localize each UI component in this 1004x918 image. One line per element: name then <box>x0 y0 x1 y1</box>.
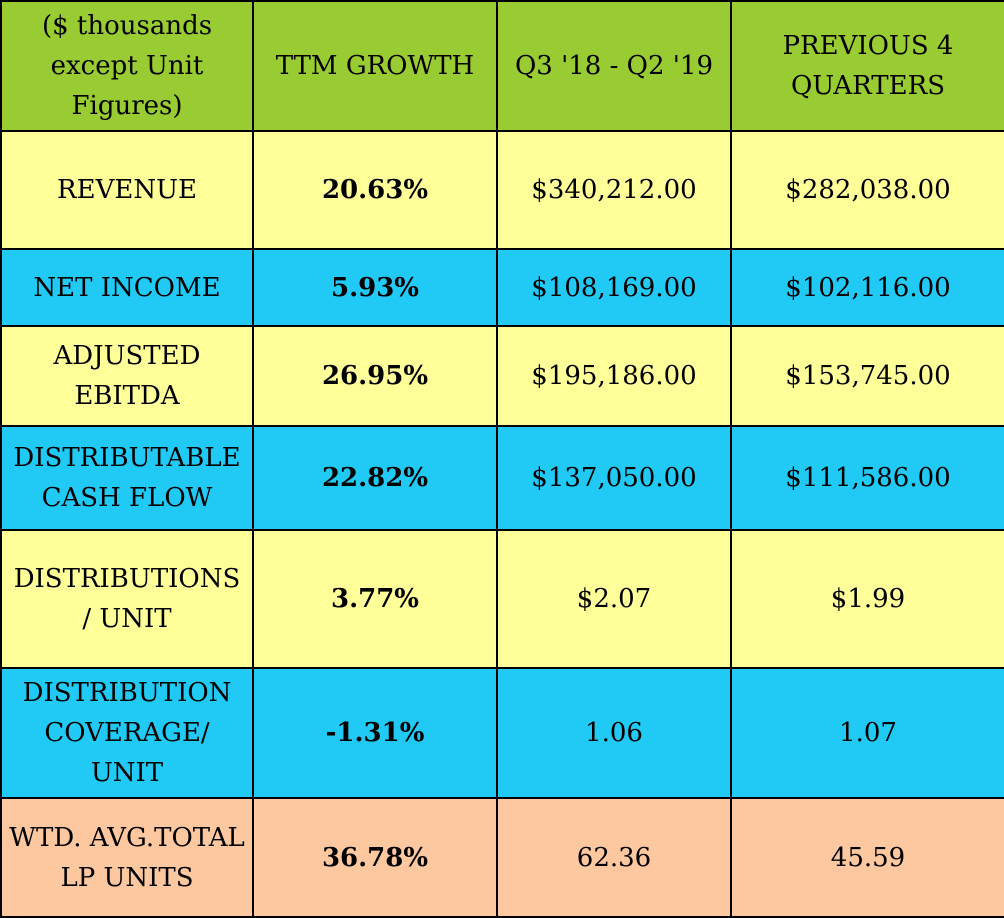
row-label: ADJUSTED EBITDA <box>0 325 254 427</box>
current-value: $2.07 <box>496 529 732 669</box>
growth-value: 5.93% <box>252 248 498 327</box>
current-value: $108,169.00 <box>496 248 732 327</box>
previous-value: $153,745.00 <box>730 325 1004 427</box>
row-label: NET INCOME <box>0 248 254 327</box>
growth-value: 36.78% <box>252 797 498 918</box>
current-value: $137,050.00 <box>496 425 732 531</box>
header-ttm-growth: TTM GROWTH <box>252 0 498 132</box>
table-row: DISTRIBUTABLE CASH FLOW 22.82% $137,050.… <box>0 425 1004 531</box>
previous-value: $102,116.00 <box>730 248 1004 327</box>
table-row: DISTRIBUTIONS / UNIT 3.77% $2.07 $1.99 <box>0 529 1004 669</box>
previous-value: $111,586.00 <box>730 425 1004 531</box>
current-value: $340,212.00 <box>496 130 732 250</box>
table-row: ADJUSTED EBITDA 26.95% $195,186.00 $153,… <box>0 325 1004 427</box>
row-label: DISTRIBUTABLE CASH FLOW <box>0 425 254 531</box>
growth-value: -1.31% <box>252 667 498 799</box>
row-label: DISTRIBUTIONS / UNIT <box>0 529 254 669</box>
header-row: ($ thousands except Unit Figures) TTM GR… <box>0 0 1004 132</box>
row-label: DISTRIBUTION COVERAGE/ UNIT <box>0 667 254 799</box>
previous-value: $282,038.00 <box>730 130 1004 250</box>
table-row: NET INCOME 5.93% $108,169.00 $102,116.00 <box>0 248 1004 327</box>
header-units-note: ($ thousands except Unit Figures) <box>0 0 254 132</box>
previous-value: $1.99 <box>730 529 1004 669</box>
row-label: WTD. AVG.TOTAL LP UNITS <box>0 797 254 918</box>
previous-value: 1.07 <box>730 667 1004 799</box>
row-label: REVENUE <box>0 130 254 250</box>
growth-value: 3.77% <box>252 529 498 669</box>
growth-value: 22.82% <box>252 425 498 531</box>
growth-value: 20.63% <box>252 130 498 250</box>
current-value: 62.36 <box>496 797 732 918</box>
table-row: DISTRIBUTION COVERAGE/ UNIT -1.31% 1.06 … <box>0 667 1004 799</box>
header-previous-period: PREVIOUS 4 QUARTERS <box>730 0 1004 132</box>
header-current-period: Q3 '18 - Q2 '19 <box>496 0 732 132</box>
table-row: WTD. AVG.TOTAL LP UNITS 36.78% 62.36 45.… <box>0 797 1004 918</box>
table-row: REVENUE 20.63% $340,212.00 $282,038.00 <box>0 130 1004 250</box>
current-value: 1.06 <box>496 667 732 799</box>
growth-value: 26.95% <box>252 325 498 427</box>
current-value: $195,186.00 <box>496 325 732 427</box>
previous-value: 45.59 <box>730 797 1004 918</box>
